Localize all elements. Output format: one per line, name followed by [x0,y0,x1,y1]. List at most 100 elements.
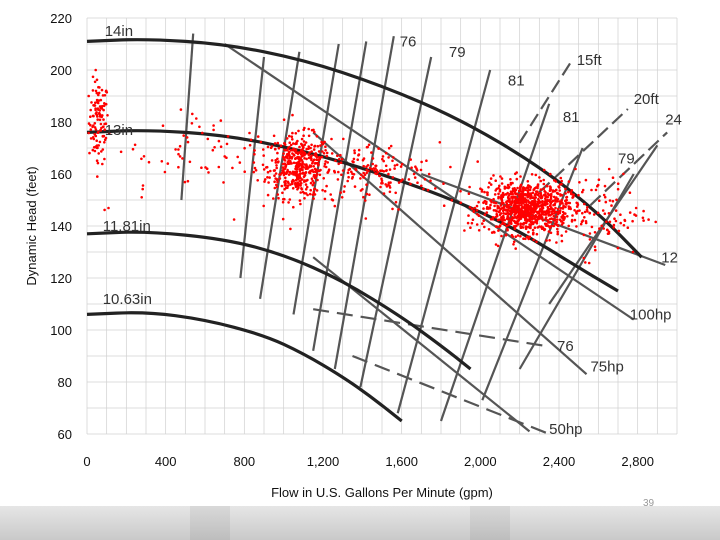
data-point [499,212,503,215]
data-point [601,209,605,212]
data-point [558,189,561,192]
data-point [607,212,611,215]
curve-labels: 14in 13in 11.81in 10.63in 76 79 81 81 79 15ft 20ft… [103,23,682,438]
data-point [526,184,530,187]
data-point [526,180,530,183]
data-point [567,205,571,208]
data-point [509,220,513,224]
data-point [225,142,229,146]
data-point [312,148,316,151]
data-point [379,185,382,189]
data-point [570,220,574,223]
data-point [514,212,518,215]
data-point [499,204,503,207]
data-point [519,175,522,178]
data-point [533,226,537,229]
data-point [626,226,630,229]
data-point [516,216,520,219]
data-point [312,128,315,132]
data-point [489,177,493,180]
data-point [278,177,282,180]
data-point [519,217,523,220]
data-point [531,231,535,235]
data-point [348,167,352,171]
data-point [506,217,510,221]
data-point [519,186,522,189]
data-point [498,224,502,227]
data-point [500,182,504,185]
data-point [611,176,615,179]
data-point [530,222,534,226]
data-point [564,187,567,191]
data-point [342,190,346,193]
data-point [282,118,286,121]
data-point [500,206,504,210]
data-point [409,158,413,161]
data-point [602,227,605,230]
data-point [508,192,512,196]
data-point [628,211,632,214]
data-point [511,199,514,203]
data-point [353,149,356,152]
data-point [100,88,104,92]
data-point [527,230,530,234]
data-point [487,228,491,231]
data-point [225,156,228,159]
data-point [327,170,330,173]
curve-label: 11.81in [103,218,151,235]
data-point [554,206,557,210]
data-point [608,199,612,202]
data-point [140,157,143,161]
data-point [378,174,381,177]
data-point [550,194,553,198]
data-point [98,105,102,108]
data-point [94,101,97,104]
data-point [524,237,527,241]
data-point [628,191,632,194]
y-axis-title: Dynamic Head (feet) [24,166,39,285]
data-point [490,200,493,204]
data-point [160,160,164,163]
data-point [359,177,362,180]
data-point [616,246,620,250]
data-point [96,146,99,150]
data-point [290,155,294,159]
data-point [346,179,350,183]
curve-label: 75hp [590,359,623,376]
data-point [511,181,514,185]
impeller-curve [86,230,472,371]
data-point [522,193,526,196]
data-point [206,137,210,141]
data-point [555,241,558,244]
data-point [91,114,95,118]
data-point [497,192,500,196]
data-point [548,213,551,216]
data-point [594,188,598,192]
data-point [283,148,286,152]
data-point [560,239,564,243]
data-point [510,211,513,215]
data-point [282,173,286,177]
footer-tab-right [510,506,720,540]
data-point [270,159,274,162]
data-point [370,151,373,154]
data-point [489,218,493,221]
data-point [535,240,538,244]
data-point [94,89,98,93]
data-point [551,199,555,203]
data-point [468,205,472,209]
data-point [555,215,559,218]
impeller-curve [86,38,643,259]
data-point [356,158,360,161]
efficiency-line [239,56,266,279]
data-point [391,159,394,163]
data-point [205,167,209,170]
x-tick-label: 800 [233,454,255,469]
data-point [472,210,476,213]
data-point [477,229,481,232]
data-point [527,212,531,215]
data-point [466,221,470,225]
data-point [530,200,533,204]
data-point [641,216,645,220]
data-point [300,148,303,152]
